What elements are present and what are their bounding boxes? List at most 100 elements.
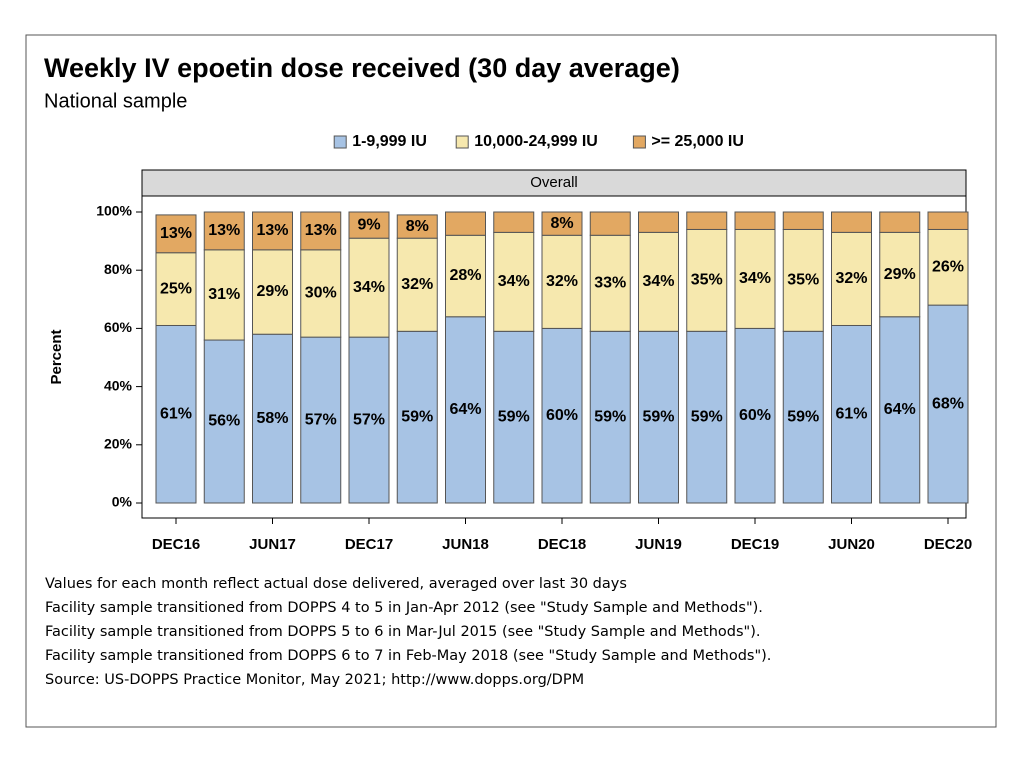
data-label: 13% [305,222,337,239]
bar-segment [782,330,824,504]
data-label: 64% [449,401,481,418]
data-label: 28% [449,267,481,284]
data-label: 29% [256,283,288,300]
data-label: 13% [208,222,240,239]
bar-segment [348,211,390,239]
x-tick-label: DEC16 [152,536,200,553]
footnote: Facility sample transitioned from DOPPS … [45,600,763,616]
data-label: 29% [884,266,916,283]
bar-segment [203,211,245,251]
data-label: 13% [160,225,192,242]
bar-segment [155,324,197,504]
y-tick-label: 60% [104,319,133,335]
data-label: 59% [401,408,433,425]
bar-segment [445,211,486,236]
footnote: Source: US-DOPPS Practice Monitor, May 2… [45,672,584,688]
data-label: 32% [835,270,867,287]
data-label: 31% [208,286,240,303]
data-label: 30% [305,285,337,302]
bar-segment [493,211,535,233]
bar-segment [541,327,583,504]
bar-segment [734,211,776,230]
x-tick-label: JUN17 [249,536,296,553]
data-label: 34% [353,279,385,296]
chart-subtitle: National sample [44,90,187,112]
data-label: 61% [160,405,192,422]
data-label: 64% [884,401,916,418]
bar-segment [493,330,535,504]
data-label: 25% [160,280,192,297]
data-label: 60% [739,407,771,424]
footnote: Facility sample transitioned from DOPPS … [45,624,761,640]
bar-segment [638,330,679,504]
bar-segment [686,228,728,332]
legend-swatch [632,135,646,149]
bar-segment [445,234,486,318]
bar-segment [589,330,631,504]
legend-swatch [333,135,347,149]
x-tick-label: DEC19 [731,536,779,553]
bar-segment [445,316,486,504]
bar-segment [638,211,679,233]
panel-header [141,169,967,197]
bar-segment [782,228,824,332]
bar-segment [541,234,583,329]
bar-segment [348,336,390,504]
data-label: 35% [691,272,723,289]
bar-segment [396,237,438,332]
data-label: 35% [787,272,819,289]
legend-label: 10,000-24,999 IU [474,133,598,150]
y-tick-label: 0% [112,494,133,510]
bar-segment [252,249,293,335]
x-tick-label: DEC17 [345,536,393,553]
legend-swatch [455,135,469,149]
bar-segment [300,211,342,251]
bar-segment [203,249,245,341]
x-tick-label: DEC20 [924,536,972,553]
bar-segment [203,339,245,504]
bar-segment [541,211,583,236]
data-label: 60% [546,407,578,424]
bar-segment [396,330,438,504]
x-tick-label: DEC18 [538,536,586,553]
bar-segment [589,211,631,236]
bar-segment [300,249,342,338]
bar-segment [686,330,728,504]
data-label: 59% [642,408,674,425]
data-label: 59% [498,408,530,425]
x-tick-label: JUN19 [635,536,682,553]
bar-segment [348,237,390,338]
bar-segment [686,211,728,230]
footnote: Values for each month reflect actual dos… [45,576,627,592]
bar-segment [927,228,969,306]
bar-segment [879,316,921,504]
y-tick-label: 100% [96,203,132,219]
data-label: 58% [256,410,288,427]
data-label: 32% [546,273,578,290]
data-label: 9% [357,216,380,233]
bar-segment [782,211,824,230]
y-tick-label: 80% [104,261,133,277]
bar-segment [155,214,197,254]
data-label: 13% [256,222,288,239]
bar-segment [879,211,921,233]
bar-segment [252,211,293,251]
data-label: 61% [835,405,867,422]
data-label: 59% [691,408,723,425]
bar-segment [927,211,969,230]
bar-segment [300,336,342,504]
footnote: Facility sample transitioned from DOPPS … [45,648,771,664]
data-label: 32% [401,276,433,293]
data-label: 8% [406,218,429,235]
data-label: 57% [353,411,385,428]
x-tick-label: JUN20 [828,536,875,553]
bar-segment [589,234,631,332]
panel-label: Overall [530,174,578,191]
data-label: 34% [498,273,530,290]
data-label: 34% [642,273,674,290]
data-label: 34% [739,270,771,287]
bar-segment [831,211,872,233]
y-tick-label: 20% [104,436,133,452]
data-label: 57% [305,411,337,428]
